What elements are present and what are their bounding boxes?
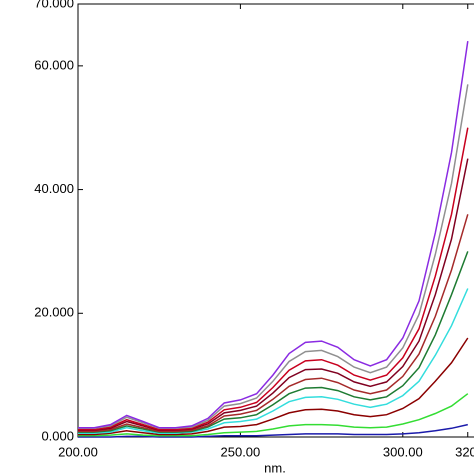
spectrum-line (78, 337, 469, 436)
spectrum-line (78, 158, 469, 431)
y-tick-label: 60.000 (34, 57, 74, 72)
plot-frame (77, 3, 474, 438)
spectrum-line (78, 423, 468, 438)
x-axis-label: nm. (264, 460, 286, 474)
x-tick-label: 300.00 (383, 444, 423, 459)
spectrum-line (78, 288, 469, 435)
y-tick-label: 0.000 (41, 428, 74, 443)
x-tick-label: 250.00 (221, 444, 261, 459)
spectrum-line (78, 84, 469, 430)
y-tick-label: 70.000 (34, 0, 74, 10)
x-tick-label: 200.00 (58, 444, 98, 459)
spectrum-line (78, 127, 469, 431)
spectrum-line (78, 393, 469, 437)
y-tick-label: 20.000 (34, 305, 74, 320)
x-tick-label: 320. (455, 444, 474, 459)
y-tick-label: 40.000 (34, 181, 74, 196)
spectrum-line (78, 40, 469, 429)
spectrum-line (78, 214, 469, 433)
spectrum-line (78, 251, 469, 433)
